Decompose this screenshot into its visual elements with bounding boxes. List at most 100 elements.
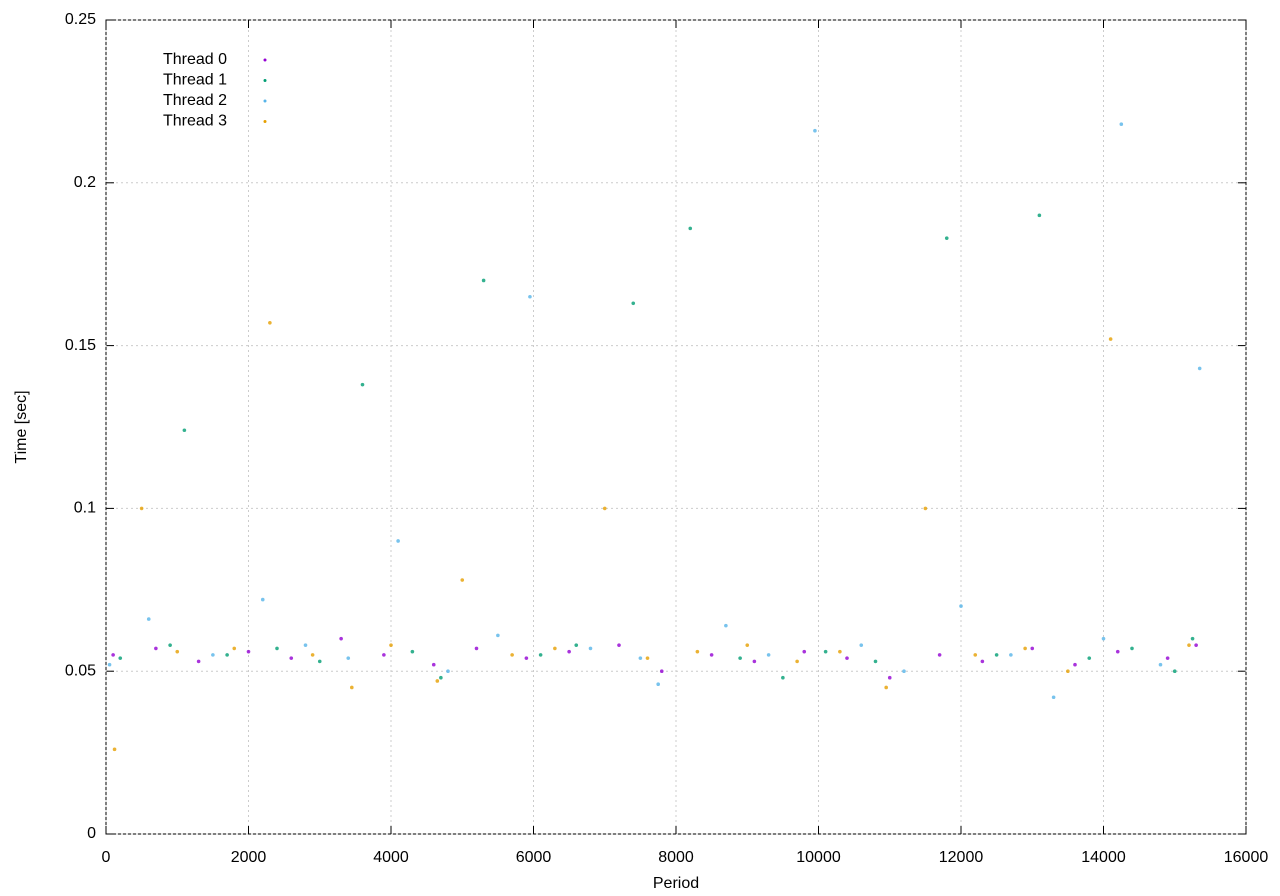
- point: [118, 656, 123, 660]
- point: [168, 643, 172, 647]
- point: [111, 653, 115, 657]
- legend-marker: [263, 58, 267, 62]
- point: [260, 597, 265, 602]
- point: [588, 646, 593, 651]
- legend-marker: [263, 120, 267, 123]
- y-tick-label: 0: [87, 825, 96, 842]
- point: [1194, 643, 1198, 647]
- x-tick-label: 2000: [231, 849, 267, 866]
- point: [567, 649, 571, 654]
- point: [1158, 662, 1163, 667]
- point: [317, 659, 322, 664]
- point: [225, 653, 229, 657]
- y-tick-label: 0.05: [65, 662, 96, 679]
- legend-label: Thread 1: [163, 72, 227, 89]
- point: [139, 506, 144, 511]
- point: [617, 643, 621, 647]
- y-tick-label: 0.2: [74, 174, 96, 191]
- point: [887, 675, 892, 680]
- point: [980, 659, 985, 664]
- point: [574, 643, 579, 647]
- point: [446, 669, 450, 673]
- point: [528, 294, 532, 299]
- point: [659, 669, 664, 673]
- x-tick-label: 0: [102, 849, 111, 866]
- point: [709, 653, 714, 657]
- point: [1115, 649, 1120, 654]
- point: [745, 643, 750, 647]
- point: [350, 685, 354, 690]
- point: [656, 682, 660, 687]
- point: [1009, 653, 1013, 657]
- point: [823, 649, 828, 654]
- y-tick-label: 0.1: [74, 500, 96, 517]
- point: [154, 646, 158, 651]
- x-tick-label: 12000: [939, 849, 984, 866]
- point: [838, 649, 842, 654]
- x-tick-label: 6000: [516, 849, 552, 866]
- point: [631, 301, 636, 306]
- point: [360, 382, 365, 387]
- point: [275, 646, 279, 651]
- legend-marker: [263, 99, 267, 103]
- point: [845, 656, 849, 660]
- point: [638, 656, 643, 660]
- point: [695, 649, 700, 654]
- point: [107, 662, 112, 667]
- point: [389, 643, 393, 647]
- point: [645, 656, 650, 660]
- point: [602, 506, 607, 511]
- point: [795, 659, 799, 664]
- point: [524, 656, 529, 660]
- point: [196, 659, 201, 664]
- point: [1172, 669, 1177, 673]
- point: [112, 747, 117, 752]
- point: [813, 128, 817, 133]
- point: [410, 649, 415, 654]
- point: [435, 679, 440, 683]
- point: [1119, 122, 1124, 126]
- point: [688, 226, 693, 231]
- point: [474, 646, 479, 651]
- point: [902, 669, 906, 673]
- point: [959, 604, 963, 608]
- legend-label: Thread 0: [163, 51, 227, 68]
- point: [396, 539, 400, 543]
- x-tick-label: 10000: [796, 849, 841, 866]
- point: [175, 649, 180, 654]
- y-axis-label: Time [sec]: [13, 390, 30, 463]
- point: [382, 653, 386, 657]
- point: [346, 656, 351, 660]
- y-tick-label: 0.25: [65, 11, 96, 28]
- point: [211, 653, 215, 657]
- point: [1190, 636, 1195, 641]
- legend-label: Thread 2: [163, 92, 227, 109]
- point: [289, 656, 294, 660]
- point: [268, 321, 272, 325]
- point: [1130, 646, 1134, 651]
- point: [339, 636, 343, 641]
- point: [1165, 656, 1170, 660]
- point: [182, 428, 187, 433]
- point: [973, 653, 978, 657]
- point: [994, 653, 999, 657]
- point: [1037, 213, 1042, 218]
- point: [884, 685, 888, 690]
- point: [738, 656, 742, 660]
- point: [538, 653, 543, 657]
- point: [553, 646, 557, 651]
- point: [766, 653, 771, 657]
- legend-marker: [263, 79, 267, 82]
- point: [802, 649, 807, 654]
- point: [937, 653, 942, 657]
- point: [923, 506, 928, 511]
- point: [460, 578, 465, 582]
- point: [496, 633, 500, 638]
- point: [431, 662, 436, 667]
- point: [232, 646, 237, 651]
- point: [1187, 643, 1191, 647]
- point: [481, 278, 486, 283]
- point: [944, 236, 949, 240]
- x-tick-label: 14000: [1081, 849, 1126, 866]
